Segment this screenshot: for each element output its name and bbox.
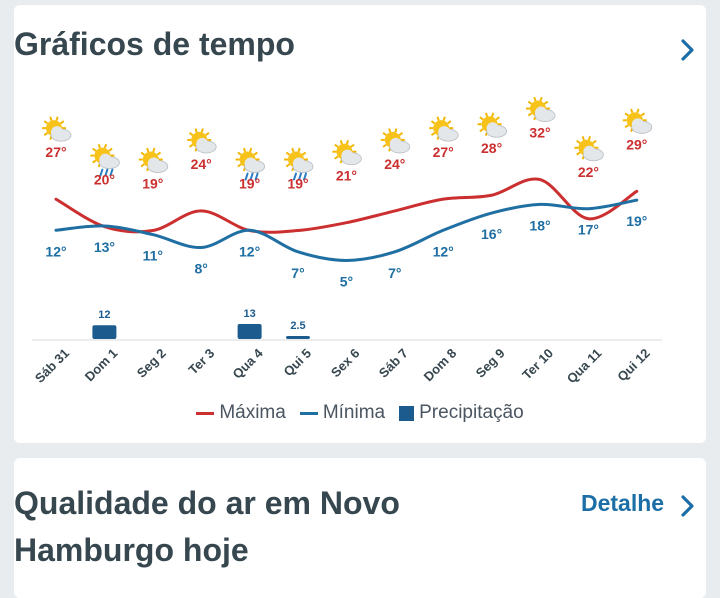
weather-charts-card bbox=[14, 5, 706, 443]
weather-charts-title: Gráficos de tempo bbox=[14, 26, 295, 62]
sun-cloud-icon bbox=[622, 108, 653, 134]
detail-link[interactable]: Detalhe bbox=[581, 490, 665, 516]
max-temp-line bbox=[54, 177, 639, 234]
sun-cloud-icon bbox=[138, 147, 169, 173]
sun-cloud-icon bbox=[477, 112, 508, 138]
min-temp-label: 5° bbox=[340, 273, 353, 289]
max-temp-label: 19° bbox=[239, 176, 260, 192]
precip-bar bbox=[237, 324, 262, 339]
air-quality-title: Qualidade do ar em Novo Hamburgo hoje bbox=[14, 485, 400, 568]
min-temp-label: 13° bbox=[94, 239, 115, 255]
x-tick-label: Sáb 7 bbox=[376, 346, 411, 381]
x-tick-label: Qui 5 bbox=[281, 346, 315, 380]
min-temp-label: 12° bbox=[433, 243, 454, 259]
x-tick-label: Seg 9 bbox=[473, 346, 508, 381]
min-temp-label: 12° bbox=[45, 243, 66, 259]
min-temp-label: 16° bbox=[481, 226, 502, 242]
legend-precip-label: Precipitação bbox=[419, 402, 524, 423]
chart-legend: Máxima Mínima Precipitação bbox=[0, 402, 720, 424]
sun-cloud-rain-icon bbox=[284, 147, 314, 181]
min-temp-label: 12° bbox=[239, 243, 260, 259]
min-temp-label: 7° bbox=[388, 265, 401, 281]
sun-cloud-icon bbox=[574, 136, 604, 162]
legend-min-swatch bbox=[299, 411, 318, 415]
max-temp-label: 28° bbox=[481, 140, 502, 156]
sun-cloud-icon bbox=[332, 139, 362, 166]
precip-bar bbox=[286, 336, 310, 339]
x-tick-label: Qua 11 bbox=[564, 346, 605, 387]
legend-precip: Precipitação bbox=[399, 402, 524, 424]
max-temp-label: 22° bbox=[578, 164, 599, 180]
x-tick-label: Ter 10 bbox=[519, 346, 556, 383]
precip-bar bbox=[92, 325, 117, 339]
max-temp-label: 27° bbox=[45, 144, 66, 160]
chevron-right-icon[interactable] bbox=[677, 494, 697, 518]
x-tick-label: Sex 6 bbox=[328, 346, 363, 381]
sun-cloud-icon bbox=[187, 128, 217, 154]
x-tick-label: Dom 8 bbox=[421, 346, 460, 385]
legend-max-label: Máxima bbox=[219, 402, 286, 423]
min-temp-label: 19° bbox=[626, 213, 647, 229]
min-temp-label: 8° bbox=[195, 261, 208, 277]
min-temp-label: 18° bbox=[529, 217, 550, 233]
sun-cloud-icon bbox=[42, 116, 72, 142]
legend-max-swatch bbox=[196, 411, 215, 415]
min-temp-label: 11° bbox=[143, 248, 163, 264]
min-temp-line bbox=[54, 198, 639, 262]
precip-label: 12 bbox=[98, 309, 110, 321]
max-temp-label: 19° bbox=[142, 176, 163, 192]
max-temp-label: 24° bbox=[384, 156, 405, 172]
x-tick-label: Ter 3 bbox=[185, 346, 217, 378]
max-temp-label: 32° bbox=[529, 125, 550, 141]
x-tick-label: Qui 12 bbox=[614, 346, 653, 385]
x-tick-label: Dom 1 bbox=[82, 346, 121, 385]
sun-cloud-rain-icon bbox=[235, 147, 266, 181]
legend-min-label: Mínima bbox=[322, 402, 386, 423]
max-temp-label: 27° bbox=[433, 144, 454, 160]
min-temp-label: 7° bbox=[291, 265, 304, 281]
sun-cloud-icon bbox=[526, 96, 556, 122]
legend-max: Máxima bbox=[196, 402, 286, 424]
sun-cloud-rain-icon bbox=[90, 143, 120, 177]
x-tick-label: Qua 4 bbox=[230, 345, 267, 382]
x-tick-label: Sáb 31 bbox=[32, 346, 72, 386]
max-temp-label: 19° bbox=[287, 176, 308, 192]
min-temp-label: 17° bbox=[578, 222, 599, 238]
legend-min: Mínima bbox=[299, 402, 386, 424]
max-temp-label: 24° bbox=[191, 156, 212, 172]
legend-precip-swatch bbox=[399, 405, 415, 421]
max-temp-label: 20° bbox=[94, 172, 115, 188]
precip-label: 2.5 bbox=[290, 320, 305, 332]
weather-chart: 27° 12° 20° 13° 19° 11° 24° 8° 19° 12° 19° 7° 21° 5° 2… bbox=[32, 96, 662, 387]
x-tick-label: Seg 2 bbox=[134, 346, 169, 381]
sun-cloud-icon bbox=[380, 128, 411, 154]
max-temp-label: 21° bbox=[336, 168, 357, 184]
chevron-right-icon[interactable] bbox=[677, 38, 697, 62]
sun-cloud-icon bbox=[429, 116, 459, 142]
precip-label: 13 bbox=[243, 308, 255, 320]
max-temp-label: 29° bbox=[626, 136, 647, 152]
